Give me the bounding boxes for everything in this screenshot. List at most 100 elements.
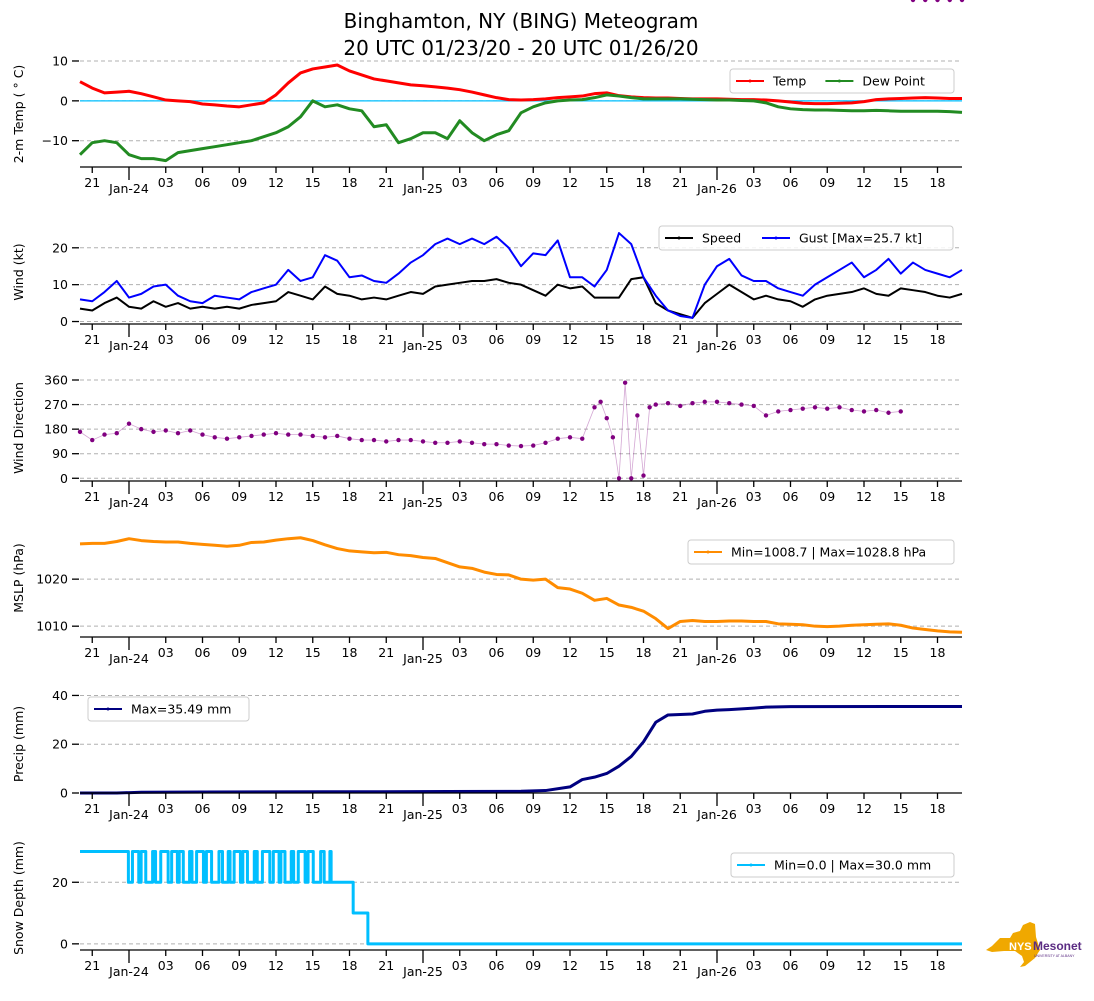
y-tick-label: 1010 <box>36 619 68 634</box>
x-tick-label: 18 <box>342 801 358 816</box>
x-day-label: Jan-25 <box>402 651 443 666</box>
x-day-label: Jan-25 <box>402 338 443 353</box>
series-dew-point <box>78 93 963 163</box>
x-day-label: Jan-24 <box>108 807 149 822</box>
data-point <box>139 426 144 432</box>
x-tick-label: 12 <box>268 958 284 973</box>
data-point <box>396 437 401 443</box>
data-point <box>776 409 781 414</box>
ny-state-shape <box>986 922 1040 967</box>
data-point <box>610 435 616 440</box>
x-day-label: Jan-24 <box>108 338 149 353</box>
x-tick-label: 06 <box>195 958 211 973</box>
x-tick-label: 06 <box>489 958 505 973</box>
x-tick-label: 03 <box>158 175 174 190</box>
data-point <box>580 436 585 441</box>
x-tick-label: 15 <box>305 801 321 816</box>
panel-temp: 10 0 −10 2-m Temp ( ° C) 21 03 06 09 12 15 18 21 03 0… <box>11 53 963 196</box>
x-tick-label: 15 <box>893 175 909 190</box>
x-day-label: Jan-24 <box>108 181 149 196</box>
x-day-label: Jan-25 <box>402 495 443 510</box>
x-day-label: Jan-26 <box>696 651 737 666</box>
data-point <box>457 439 462 444</box>
series-temp <box>79 63 962 109</box>
legend: Max=35.49 mm <box>87 696 250 722</box>
x-tick-label: 12 <box>856 958 872 973</box>
y-axis-label: MSLP (hPa) <box>11 543 26 613</box>
data-point <box>751 403 756 409</box>
x-tick-label: 21 <box>378 801 394 816</box>
panels: 10 0 −10 2-m Temp ( ° C) 21 03 06 09 12 15 18 21 03 0… <box>11 0 965 979</box>
x-tick-label: 15 <box>893 645 909 660</box>
y-tick-label: 0 <box>60 314 68 329</box>
x-tick-label: 03 <box>158 332 174 347</box>
data-point <box>592 405 597 410</box>
x-tick-label: 18 <box>930 958 946 973</box>
data-point <box>665 401 671 406</box>
x-tick-label: 03 <box>158 489 174 504</box>
x-tick-label: 21 <box>672 332 688 347</box>
series-min-0-0-max-30-0-mm <box>80 849 962 946</box>
x-tick-label: 09 <box>231 958 247 973</box>
x-tick-label: 03 <box>452 645 468 660</box>
data-point <box>935 0 940 3</box>
x-day-label: Jan-24 <box>108 651 149 666</box>
x-tick-label: 09 <box>231 801 247 816</box>
x-tick-label: 12 <box>268 332 284 347</box>
x-tick-label: 12 <box>562 801 578 816</box>
legend: Speed Gust [Max=25.7 kt] <box>658 225 954 251</box>
x-tick-label: 15 <box>599 801 615 816</box>
data-point <box>635 413 640 418</box>
data-point <box>849 407 854 413</box>
data-point <box>812 405 818 410</box>
legend-label: Temp <box>772 74 806 89</box>
x-tick-label: 09 <box>231 175 247 190</box>
x-tick-label: 15 <box>893 958 909 973</box>
x-day-label: Jan-25 <box>402 181 443 196</box>
series-gust-max-25-7-kt <box>79 232 963 319</box>
data-point <box>837 405 842 410</box>
x-tick-label: 12 <box>268 645 284 660</box>
x-tick-label: 15 <box>305 175 321 190</box>
x-tick-label: 12 <box>268 489 284 504</box>
data-point <box>622 380 628 385</box>
x-tick-label: 21 <box>378 489 394 504</box>
data-point <box>923 0 928 3</box>
data-point <box>518 443 524 449</box>
y-axis-label: 2-m Temp ( ° C) <box>11 65 26 164</box>
data-point <box>384 439 389 444</box>
data-point <box>224 436 230 441</box>
nys-mesonet-logo: NYS Mesonet UNIVERSITY AT ALBANY <box>986 922 1082 967</box>
x-tick-label: 18 <box>930 175 946 190</box>
x-tick-label: 15 <box>599 175 615 190</box>
x-tick-label: 21 <box>378 332 394 347</box>
x-tick-label: 06 <box>195 332 211 347</box>
x-tick-label: 12 <box>856 645 872 660</box>
data-point <box>531 443 536 448</box>
panel-mslp: 1020 1010 MSLP (hPa) 21 03 06 09 12 15 18 21 03 06 09… <box>11 536 963 666</box>
data-point <box>249 433 254 439</box>
series-line <box>79 536 963 634</box>
data-point <box>273 431 279 436</box>
y-axis-label: Wind (kt) <box>11 243 26 300</box>
data-point <box>286 432 291 437</box>
x-tick-label: 18 <box>636 958 652 973</box>
y-tick-label: 0 <box>60 936 68 951</box>
data-point <box>335 433 340 439</box>
data-point <box>408 437 413 443</box>
x-day-label: Jan-25 <box>402 964 443 979</box>
data-point <box>114 431 119 436</box>
x-tick-label: 12 <box>562 175 578 190</box>
x-tick-label: 21 <box>672 801 688 816</box>
legend-label: Min=0.0 | Max=30.0 mm <box>774 858 931 873</box>
x-tick-label: 18 <box>342 332 358 347</box>
data-point <box>188 428 193 433</box>
data-point <box>653 402 658 407</box>
y-tick-label: 20 <box>52 875 68 890</box>
x-day-label: Jan-25 <box>402 807 443 822</box>
legend-label: Gust [Max=25.7 kt] <box>799 231 922 246</box>
x-day-label: Jan-26 <box>696 964 737 979</box>
x-tick-label: 21 <box>378 645 394 660</box>
panel-precip: 40 20 0 Precip (mm) 21 03 06 09 12 15 18 21 03 06 09 12… <box>11 688 963 822</box>
y-tick-label: 10 <box>52 277 68 292</box>
